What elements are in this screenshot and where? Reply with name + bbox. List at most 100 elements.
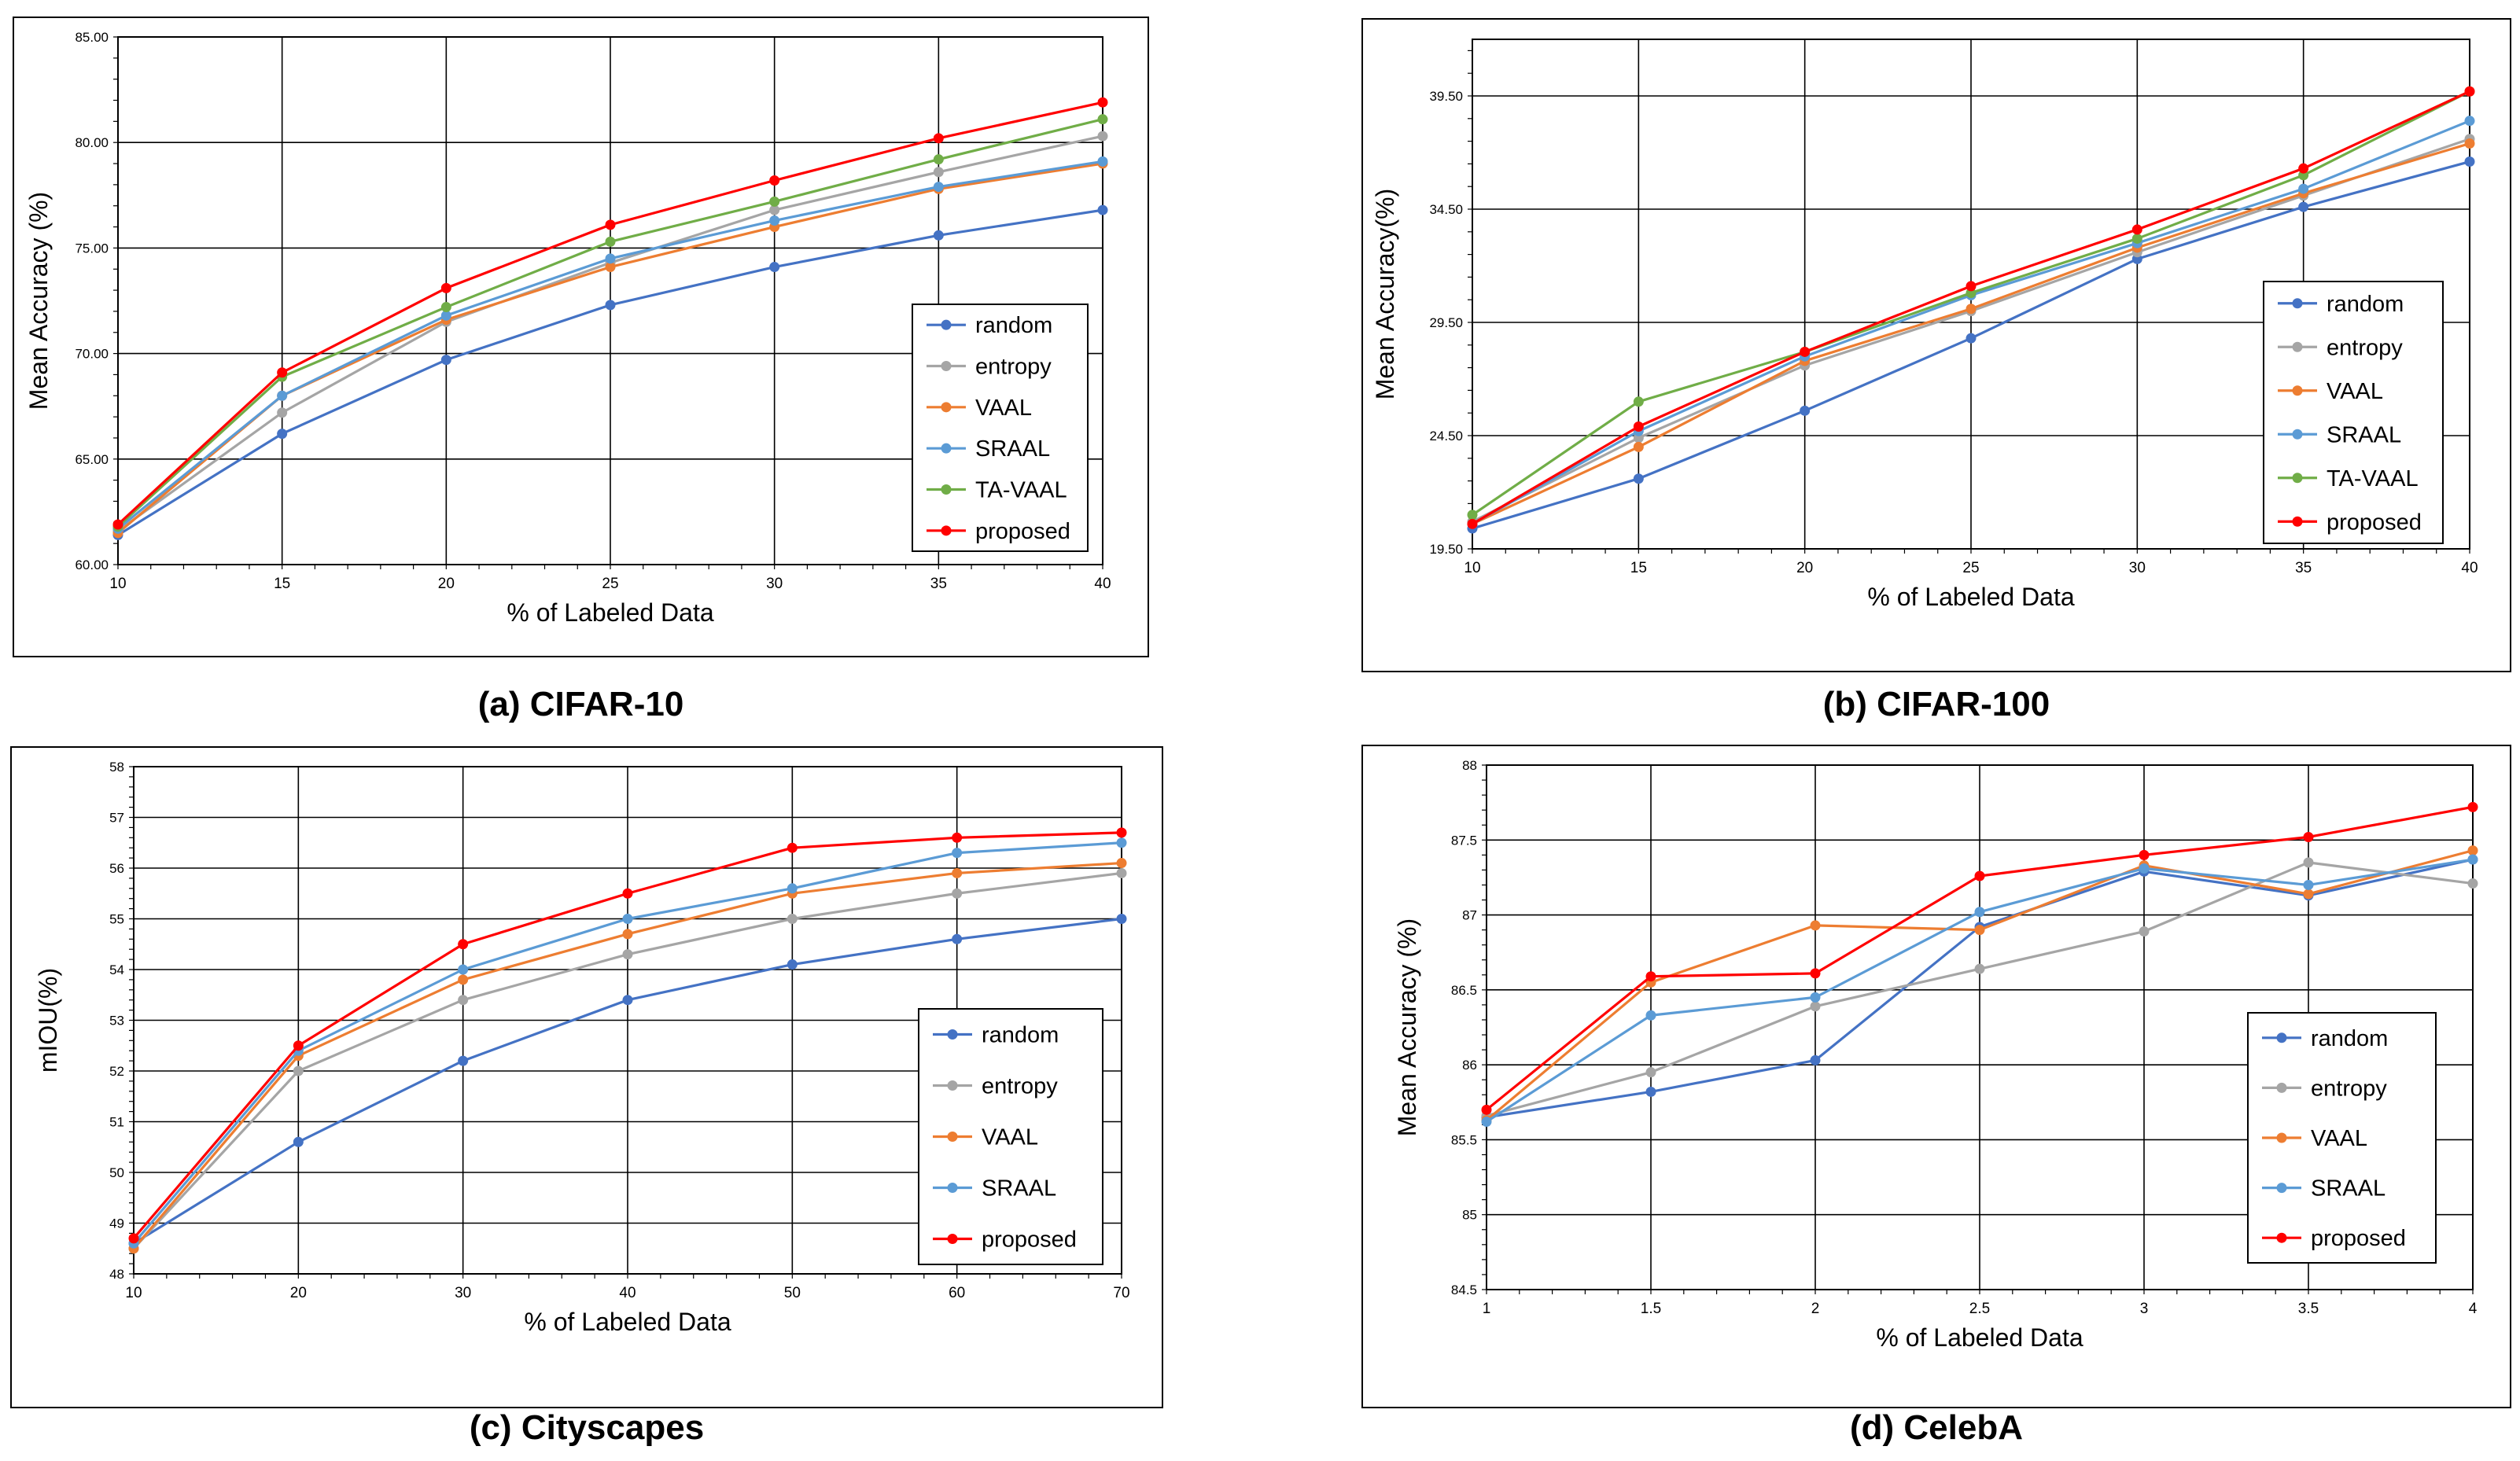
y-tick-label: 29.50 — [1429, 315, 1463, 330]
y-tick-label: 24.50 — [1429, 429, 1463, 443]
legend-marker-sraal — [2292, 429, 2303, 440]
data-point-proposed — [2139, 849, 2150, 860]
data-point-random — [1116, 914, 1127, 924]
x-tick-label: 40 — [619, 1285, 636, 1301]
legend-label-sraal: SRAAL — [2327, 422, 2401, 447]
y-tick-label: 39.50 — [1429, 89, 1463, 104]
data-point-random — [440, 355, 451, 366]
chart-caption: (c) Cityscapes — [470, 1408, 704, 1447]
data-point-proposed — [622, 888, 633, 899]
y-tick-label: 48 — [109, 1267, 124, 1282]
legend-label-vaal: VAAL — [2327, 379, 2383, 404]
x-tick-label: 4 — [2469, 1301, 2478, 1317]
chart-caption: (a) CIFAR-10 — [478, 685, 684, 723]
data-point-random — [1645, 1086, 1656, 1097]
data-point-random — [605, 300, 616, 311]
legend-marker-entropy — [2292, 341, 2303, 352]
data-point-random — [458, 1055, 469, 1066]
y-tick-label: 54 — [109, 962, 124, 977]
legend-label-vaal: VAAL — [975, 396, 1032, 421]
legend-marker-vaal — [941, 402, 952, 413]
legend-marker-vaal — [2292, 385, 2303, 396]
y-tick-label: 19.50 — [1429, 542, 1463, 557]
data-point-vaal — [1116, 858, 1127, 869]
y-tick-label: 85.00 — [75, 30, 109, 45]
x-tick-label: 35 — [930, 576, 947, 592]
y-tick-label: 85 — [1462, 1208, 1477, 1223]
data-point-sraal — [277, 390, 288, 401]
x-tick-label: 20 — [1796, 560, 1813, 576]
data-point-random — [769, 262, 780, 273]
data-point-random — [2464, 156, 2475, 167]
y-axis-label: Mean Accuracy (%) — [24, 192, 53, 410]
data-point-sraal — [1481, 1117, 1492, 1128]
chart-panel-2: 19.50 24.50 29.50 34.50 39.50 10 15 20 25 30 35 40%… — [1361, 18, 2511, 672]
legend-label-vaal: VAAL — [2311, 1126, 2367, 1151]
data-point-vaal — [952, 867, 963, 878]
data-point-proposed — [1633, 421, 1644, 432]
legend-marker-ta-vaal — [941, 484, 952, 495]
data-point-sraal — [1645, 1010, 1656, 1021]
legend-marker-proposed — [941, 525, 952, 536]
data-point-proposed — [2298, 163, 2309, 174]
data-point-entropy — [769, 204, 780, 215]
x-tick-label: 10 — [109, 576, 126, 592]
data-point-ta-vaal — [605, 236, 616, 247]
y-tick-label: 60.00 — [75, 558, 109, 572]
legend-label-random: random — [975, 313, 1052, 338]
data-point-proposed — [952, 832, 963, 843]
y-tick-label: 87 — [1462, 908, 1477, 923]
data-point-random — [787, 959, 798, 970]
y-tick-label: 50 — [109, 1165, 124, 1180]
x-tick-label: 35 — [2295, 560, 2312, 576]
y-tick-label: 75.00 — [75, 241, 109, 256]
legend-box — [912, 304, 1089, 552]
legend-marker-proposed — [2292, 516, 2303, 527]
y-tick-label: 86.5 — [1451, 983, 1477, 998]
data-point-proposed — [605, 219, 616, 230]
data-point-sraal — [622, 914, 633, 924]
legend-marker-entropy — [941, 361, 952, 371]
data-point-entropy — [1974, 963, 1985, 974]
data-point-proposed — [933, 133, 944, 144]
y-tick-label: 57 — [109, 811, 124, 826]
x-tick-label: 10 — [125, 1285, 142, 1301]
legend-label-ta-vaal: TA-VAAL — [975, 478, 1067, 503]
legend-label-entropy: entropy — [2311, 1076, 2387, 1101]
data-point-random — [1810, 1054, 1821, 1065]
data-point-vaal — [2464, 138, 2475, 149]
plot-border — [1486, 764, 2474, 1290]
legend-label-random: random — [982, 1023, 1059, 1048]
y-tick-label: 55 — [109, 912, 124, 927]
data-point-sraal — [1116, 837, 1127, 848]
data-point-sraal — [787, 883, 798, 894]
data-point-ta-vaal — [2131, 233, 2142, 244]
legend-label-entropy: entropy — [975, 355, 1052, 380]
data-point-proposed — [1810, 968, 1821, 979]
data-point-proposed — [1974, 870, 1985, 881]
y-axis-label: Mean Accuracy(%) — [1371, 189, 1399, 400]
data-point-proposed — [440, 282, 451, 293]
legend-marker-vaal — [2276, 1132, 2287, 1143]
data-point-sraal — [2303, 879, 2314, 890]
data-point-proposed — [128, 1233, 139, 1244]
legend-label-sraal: SRAAL — [2311, 1176, 2386, 1202]
data-point-vaal — [2467, 845, 2478, 856]
data-point-entropy — [277, 407, 288, 418]
legend-label-random: random — [2311, 1026, 2388, 1051]
plot-border — [133, 766, 1122, 1275]
data-point-ta-vaal — [1097, 114, 1108, 125]
y-tick-label: 87.5 — [1451, 833, 1477, 848]
data-point-sraal — [952, 848, 963, 859]
x-tick-label: 3 — [2140, 1301, 2149, 1317]
y-tick-label: 85.5 — [1451, 1132, 1477, 1147]
data-point-proposed — [277, 367, 288, 378]
data-point-proposed — [1467, 518, 1478, 529]
data-point-vaal — [2303, 889, 2314, 900]
data-point-proposed — [1645, 971, 1656, 982]
x-tick-label: 1 — [1483, 1301, 1491, 1317]
data-point-proposed — [293, 1040, 304, 1051]
legend-marker-random — [2276, 1032, 2287, 1043]
data-point-sraal — [769, 215, 780, 226]
legend: random entropy VAAL SRAAL TA-VAAL proposed — [912, 304, 1089, 552]
